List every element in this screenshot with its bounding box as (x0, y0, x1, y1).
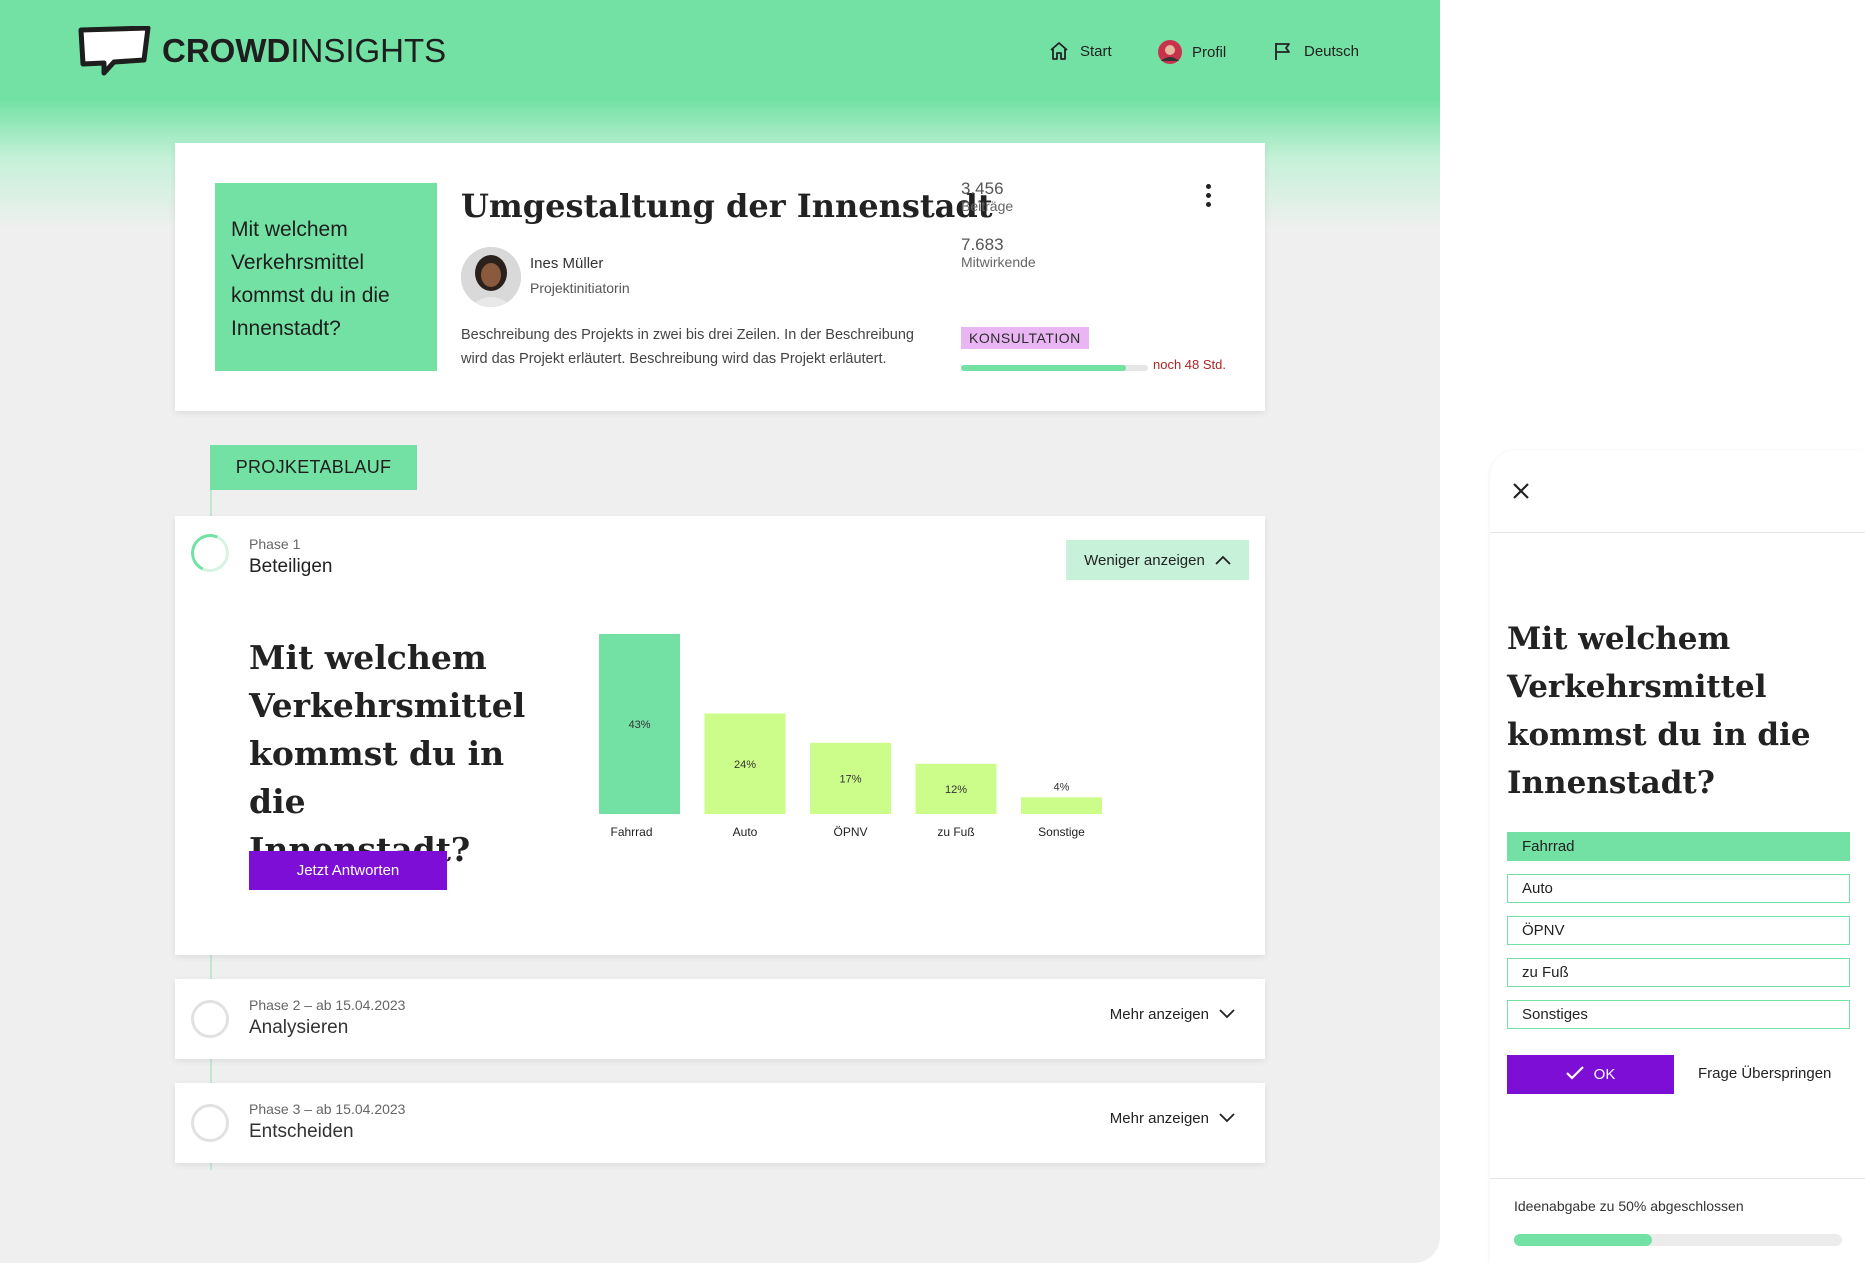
show-more-button[interactable]: Mehr anzeigen (1110, 1110, 1235, 1127)
phase-3-card[interactable]: Phase 3 – ab 15.04.2023 Entscheiden Mehr… (175, 1083, 1265, 1163)
project-title: Umgestaltung der Innenstadt (461, 187, 993, 225)
main-window: CROWDINSIGHTS Start Profil Deutsch Mit w… (0, 0, 1440, 1263)
author-avatar (461, 247, 521, 307)
chart-value-label: 12% (945, 784, 967, 796)
author-name: Ines Müller (530, 255, 604, 272)
speech-bubble-icon (78, 26, 151, 76)
stat-contributions-value: 3.456 (961, 179, 1004, 198)
project-description: Beschreibung des Projekts in zwei bis dr… (461, 327, 914, 367)
logo-text: CROWDINSIGHTS (162, 32, 447, 69)
nav-language[interactable]: Deutsch (1272, 40, 1359, 62)
project-progress-bar (961, 365, 1148, 371)
phase-1-label: Phase 1 (249, 536, 301, 552)
show-less-button[interactable]: Weniger anzeigen (1066, 540, 1249, 580)
flag-icon (1272, 40, 1294, 62)
results-bar-chart: 43% Fahrrad 24% Auto 17% ÖPNV 12% zu Fuß 4% Sonst… (599, 634, 1102, 839)
panel-question: Mit welchem Verkehrsmittel kommst du in … (1507, 621, 1811, 801)
show-more-button[interactable]: Mehr anzeigen (1110, 1006, 1235, 1023)
project-progress-fill (961, 365, 1126, 371)
close-icon[interactable] (1510, 480, 1532, 507)
logo[interactable]: CROWDINSIGHTS (78, 26, 446, 76)
answer-option-oepnv[interactable]: ÖPNV (1507, 916, 1850, 945)
show-more-label: Mehr anzeigen (1109, 1006, 1209, 1023)
chart-category-label: Sonstige (1038, 825, 1085, 839)
project-question-tile[interactable]: Mit welchem Verkehrsmittel kommst du in … (215, 183, 437, 371)
chart-value-label: 17% (839, 773, 861, 785)
phase-status-ring-icon (191, 1104, 229, 1142)
show-less-label: Weniger anzeigen (1084, 551, 1205, 569)
chart-value-label: 43% (628, 719, 650, 731)
stat-participants-value: 7.683 (961, 235, 1004, 254)
completion-progress-bar (1514, 1234, 1842, 1246)
phase-question: Mit welchem Verkehrsmittel kommst du in … (249, 638, 526, 869)
nav-language-label: Deutsch (1304, 42, 1360, 60)
stat-participants-label: Mitwirkende (961, 254, 1036, 270)
chart-value-label: 24% (734, 759, 756, 771)
phase-2-card[interactable]: Phase 2 – ab 15.04.2023 Analysieren Mehr… (175, 979, 1265, 1059)
chart-bar (599, 634, 680, 814)
status-badge: KONSULTATION (961, 327, 1089, 349)
phase-3-title: Entscheiden (249, 1121, 354, 1142)
time-left: noch 48 Std. (1153, 357, 1226, 372)
chart-category-label: Auto (733, 825, 758, 839)
more-options-icon[interactable] (1206, 184, 1212, 211)
nav-profil[interactable]: Profil (1158, 40, 1226, 64)
chevron-up-icon (1215, 552, 1231, 569)
project-card: Mit welchem Verkehrsmittel kommst du in … (175, 143, 1265, 411)
completion-text: Ideenabgabe zu 50% abgeschlossen (1514, 1198, 1744, 1214)
answer-option-auto[interactable]: Auto (1507, 874, 1850, 903)
ok-label: OK (1593, 1066, 1616, 1083)
nav-profil-label: Profil (1192, 43, 1227, 61)
chart-bar (915, 763, 997, 814)
answer-option-sonstiges[interactable]: Sonstiges (1507, 1000, 1850, 1029)
avatar-icon (1158, 40, 1182, 64)
phase-2-title: Analysieren (249, 1017, 349, 1038)
phase-1-card: Phase 1 Beteiligen Weniger anzeigen Mit … (175, 516, 1265, 955)
nav-start[interactable]: Start (1048, 40, 1112, 62)
phase-1-title: Beteiligen (249, 556, 333, 577)
home-icon (1048, 40, 1070, 62)
chart-category-label: ÖPNV (833, 825, 867, 839)
phase-3-label: Phase 3 – ab 15.04.2023 (249, 1101, 406, 1117)
phase-2-label: Phase 2 – ab 15.04.2023 (249, 997, 406, 1013)
divider (1490, 1178, 1865, 1179)
chart-category-label: zu Fuß (937, 825, 974, 839)
chevron-down-icon (1219, 1110, 1235, 1127)
check-icon (1565, 1065, 1584, 1084)
answer-now-button[interactable]: Jetzt Antworten (249, 851, 447, 890)
completion-progress-fill (1514, 1234, 1652, 1246)
phase-status-ring-icon (191, 1000, 229, 1038)
chevron-down-icon (1219, 1006, 1235, 1023)
chart-bar (704, 713, 786, 814)
question-panel: Mit welchem Verkehrsmittel kommst du in … (1490, 450, 1865, 1263)
answer-option-zu-fuss[interactable]: zu Fuß (1507, 958, 1850, 987)
author-role: Projektinitiatorin (530, 280, 630, 296)
show-more-label: Mehr anzeigen (1109, 1110, 1209, 1127)
chart-value-label: 4% (1054, 781, 1070, 793)
ok-button[interactable]: OK (1507, 1055, 1674, 1094)
nav-start-label: Start (1080, 42, 1112, 60)
divider (1490, 532, 1865, 533)
chart-category-label: Fahrrad (610, 825, 652, 839)
chart-bar (1021, 797, 1102, 814)
skip-question-link[interactable]: Frage Überspringen (1698, 1065, 1832, 1082)
chart-bar (810, 742, 891, 814)
stat-contributions-label: Beiträge (961, 198, 1014, 214)
phase-progress-ring-icon (185, 528, 235, 578)
process-tab: PROJKETABLAUF (210, 445, 417, 490)
answer-option-fahrrad[interactable]: Fahrrad (1507, 832, 1850, 861)
